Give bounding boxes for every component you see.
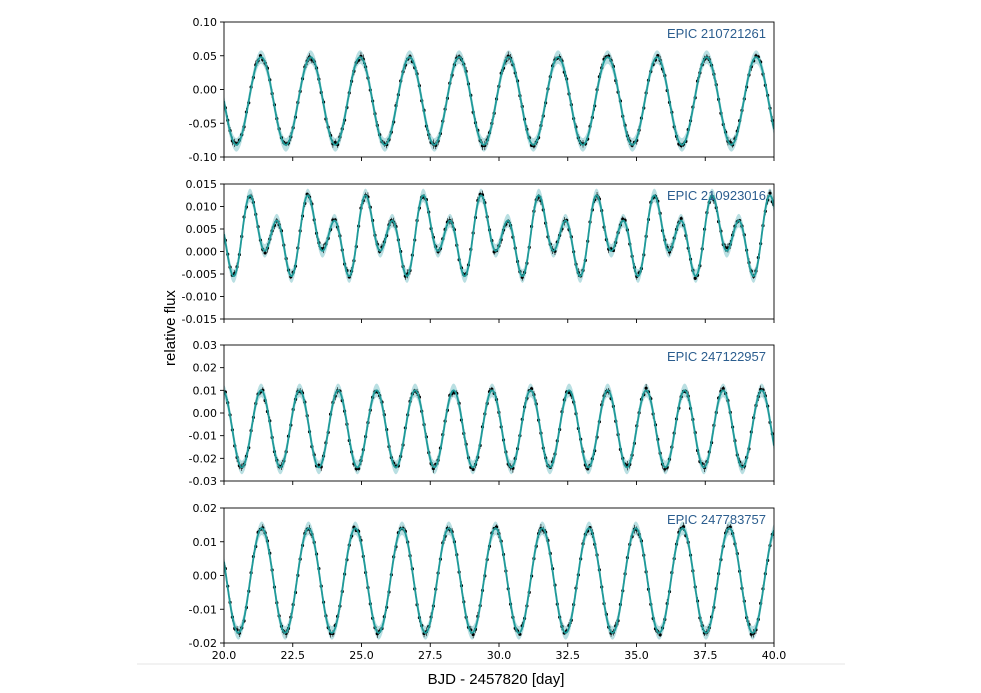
panel-label: EPIC 247122957 — [667, 349, 766, 364]
y-tick-label: -0.05 — [189, 117, 217, 130]
y-tick-label: 0.10 — [193, 16, 218, 29]
model-uncertainty-band — [224, 188, 774, 283]
y-tick-label: 0.00 — [193, 570, 218, 583]
x-axis: 20.0 22.5 25.0 27.5 30.0 32.5 35.0 37.5 40.0 — [212, 649, 787, 662]
y-tick-label: -0.010 — [182, 291, 217, 304]
x-tick-label: 32.5 — [556, 649, 581, 662]
y-tick-label: 0.01 — [193, 536, 218, 549]
panel-4: 0.02 0.01 0.00 -0.01 -0.02 EPIC 247783757 — [189, 502, 775, 650]
model-curve — [224, 527, 774, 634]
y-tick-label: -0.01 — [189, 603, 217, 616]
x-tick-label: 20.0 — [212, 649, 237, 662]
y-tick-label: 0.005 — [186, 223, 218, 236]
y-axis-title: relative flux — [162, 290, 179, 366]
y-tick-label: 0.00 — [193, 84, 218, 97]
data-point — [693, 276, 697, 280]
model-curve — [224, 56, 774, 146]
model-curve — [224, 194, 774, 277]
y-tick-label: -0.005 — [182, 268, 217, 281]
y-tick-label: 0.000 — [186, 246, 218, 259]
y-tick-label: 0.01 — [193, 384, 218, 397]
y-tick-label: 0.010 — [186, 201, 218, 214]
panel-label: EPIC 247783757 — [667, 512, 766, 527]
y-tick-label: 0.00 — [193, 407, 218, 420]
data-point — [679, 217, 683, 221]
x-tick-label: 40.0 — [762, 649, 787, 662]
y-tick-label: 0.015 — [186, 178, 218, 191]
y-tick-label: -0.01 — [189, 430, 217, 443]
data-point — [333, 140, 337, 145]
panel-2: 0.015 0.010 0.005 0.000 -0.005 -0.010 -0.015 EP… — [182, 178, 775, 326]
data-point — [658, 633, 662, 637]
y-tick-label: 0.05 — [193, 50, 218, 63]
panel-label: EPIC 210721261 — [667, 26, 766, 41]
x-axis-title: BJD - 2457820 [day] — [428, 671, 565, 688]
y-tick-label: 0.03 — [193, 339, 218, 352]
data-point — [721, 387, 725, 391]
y-tick-label: -0.02 — [189, 452, 217, 465]
y-tick-label: 0.02 — [193, 502, 218, 515]
y-tick-label: -0.03 — [189, 475, 217, 488]
data-point — [644, 386, 648, 390]
panels-group: 0.10 0.05 0.00 -0.05 -0.10 EPIC 210721261 0.01… — [182, 16, 775, 650]
y-tick-label: -0.02 — [189, 637, 217, 650]
x-tick-label: 25.0 — [349, 649, 374, 662]
plot-area-3 — [224, 383, 774, 475]
data-point — [768, 191, 772, 195]
x-tick-label: 35.0 — [624, 649, 649, 662]
data-point — [263, 251, 267, 255]
plot-area-2 — [224, 188, 774, 283]
x-tick-label: 30.0 — [487, 649, 512, 662]
panel-3: 0.03 0.02 0.01 0.00 -0.01 -0.02 -0.03 EPIC 2471… — [189, 339, 775, 488]
model-uncertainty-band — [224, 383, 774, 475]
plot-area-1 — [224, 50, 774, 152]
y-tick-label: -0.10 — [189, 151, 217, 164]
plot-area-4 — [224, 521, 774, 640]
x-tick-label: 22.5 — [281, 649, 306, 662]
y-tick-label: -0.015 — [182, 313, 217, 326]
y-tick-label: 0.02 — [193, 362, 218, 375]
panel-1: 0.10 0.05 0.00 -0.05 -0.10 EPIC 210721261 — [189, 16, 775, 164]
data-point — [471, 467, 475, 471]
x-tick-label: 27.5 — [418, 649, 443, 662]
panel-label: EPIC 210923016 — [667, 188, 766, 203]
model-uncertainty-band — [224, 521, 774, 640]
x-tick-label: 37.5 — [693, 649, 718, 662]
model-curve — [224, 389, 774, 469]
